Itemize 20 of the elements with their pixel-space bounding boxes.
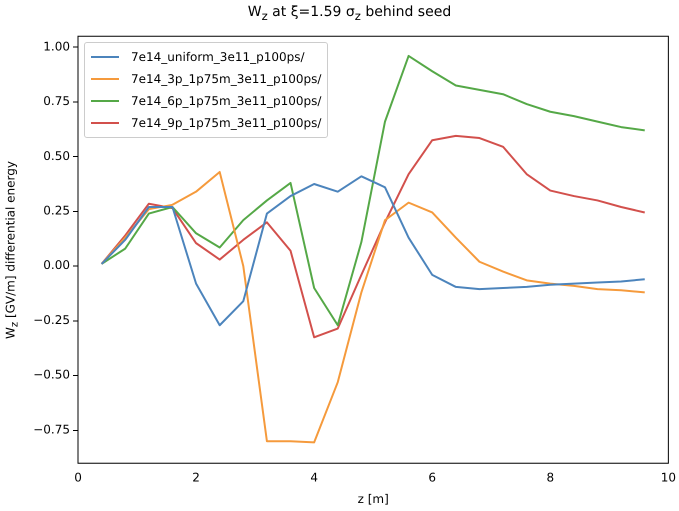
y-tick-label: 0.00 xyxy=(43,258,70,272)
x-tick-label: 4 xyxy=(310,470,318,485)
y-tick-label: 1.00 xyxy=(43,39,70,54)
y-tick-label: 0.50 xyxy=(43,148,70,163)
y-tick-label: 0.75 xyxy=(43,94,70,108)
x-tick-label: 2 xyxy=(192,470,200,485)
y-tick-label: −0.50 xyxy=(33,368,70,382)
legend-label: 7e14_3p_1p75m_3e11_p100ps/ xyxy=(131,72,322,86)
y-tick-label: −0.75 xyxy=(33,422,70,436)
x-axis-title: z [m] xyxy=(358,492,389,506)
x-tick-label: 0 xyxy=(74,470,82,485)
legend-label: 7e14_9p_1p75m_3e11_p100ps/ xyxy=(131,116,322,130)
legend-label: 7e14_6p_1p75m_3e11_p100ps/ xyxy=(131,94,322,108)
y-tick-label: 0.25 xyxy=(43,204,70,218)
x-tick-label: 6 xyxy=(428,470,436,485)
chart-title: W$_{z}$ at ξ=1.59 σ$_{z}$ behind seed xyxy=(246,4,452,23)
y-tick-label: −0.25 xyxy=(33,312,70,327)
x-tick-label: 8 xyxy=(546,470,554,485)
x-tick-label: 10 xyxy=(660,470,676,485)
legend-label: 7e14_uniform_3e11_p100ps/ xyxy=(131,50,305,64)
